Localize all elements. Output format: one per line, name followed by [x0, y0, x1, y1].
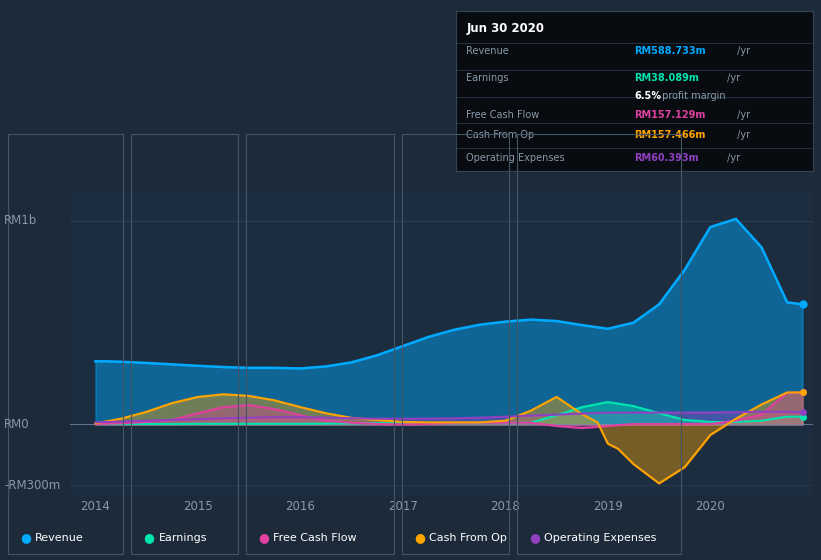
Text: RM157.466m: RM157.466m — [635, 130, 705, 141]
Text: RM588.733m: RM588.733m — [635, 46, 706, 56]
Text: ●: ● — [21, 531, 31, 544]
Text: ●: ● — [530, 531, 540, 544]
Text: ●: ● — [415, 531, 425, 544]
Text: Cash From Op: Cash From Op — [429, 533, 507, 543]
Text: Operating Expenses: Operating Expenses — [544, 533, 657, 543]
Text: Jun 30 2020: Jun 30 2020 — [466, 22, 544, 35]
Text: Earnings: Earnings — [158, 533, 207, 543]
Text: /yr: /yr — [724, 73, 741, 83]
Text: RM38.089m: RM38.089m — [635, 73, 699, 83]
Text: /yr: /yr — [734, 46, 750, 56]
Text: ●: ● — [144, 531, 154, 544]
Text: RM0: RM0 — [4, 418, 30, 431]
Text: RM1b: RM1b — [4, 214, 37, 227]
Text: /yr: /yr — [724, 153, 741, 163]
Text: RM157.129m: RM157.129m — [635, 110, 705, 120]
Text: Earnings: Earnings — [466, 73, 509, 83]
Text: ●: ● — [259, 531, 269, 544]
Text: /yr: /yr — [734, 110, 750, 120]
Text: Free Cash Flow: Free Cash Flow — [273, 533, 357, 543]
Text: 6.5%: 6.5% — [635, 91, 661, 101]
Text: Operating Expenses: Operating Expenses — [466, 153, 565, 163]
Text: Revenue: Revenue — [466, 46, 509, 56]
Text: Cash From Op: Cash From Op — [466, 130, 534, 141]
Text: profit margin: profit margin — [659, 91, 726, 101]
Text: Free Cash Flow: Free Cash Flow — [466, 110, 539, 120]
Text: RM60.393m: RM60.393m — [635, 153, 699, 163]
Text: /yr: /yr — [734, 130, 750, 141]
Text: Revenue: Revenue — [35, 533, 84, 543]
Text: -RM300m: -RM300m — [4, 479, 61, 492]
